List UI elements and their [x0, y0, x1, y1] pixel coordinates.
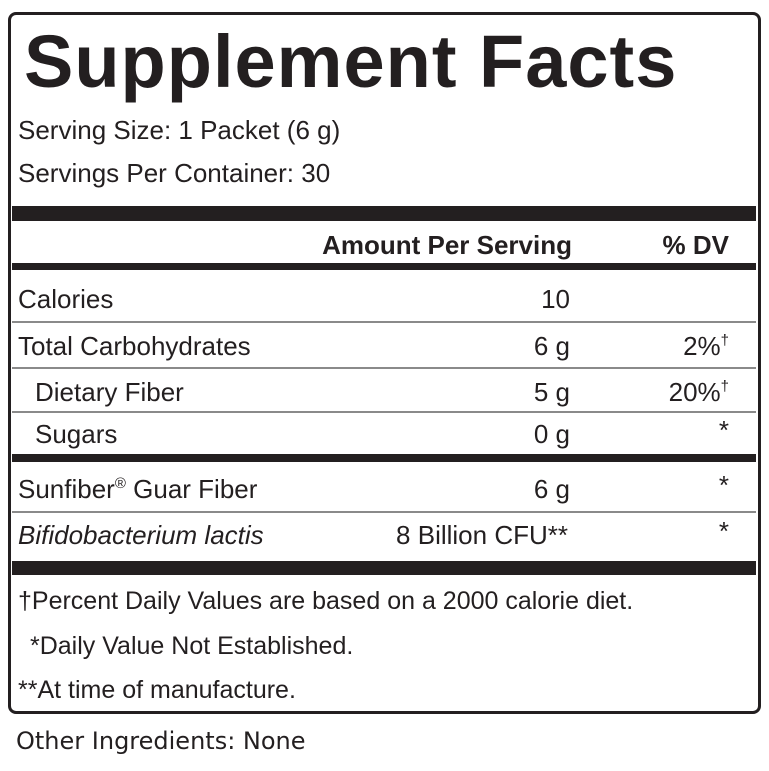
name-text: Sunfiber: [18, 474, 115, 504]
name-text: Guar Fiber: [125, 474, 258, 504]
nutrient-amount: 10: [541, 284, 570, 314]
thick-rule: [12, 206, 756, 221]
nutrient-amount: 0 g: [533, 419, 570, 449]
title: Supplement Facts: [24, 20, 678, 103]
nutrient-dv: 20%†: [669, 377, 729, 407]
name-mark: ®: [114, 475, 126, 492]
dv-value: 2%: [683, 331, 721, 361]
nutrient-name: Dietary Fiber: [35, 377, 184, 407]
nutrient-dv: *: [718, 470, 729, 500]
nutrient-name: Bifidobacterium lactis: [18, 520, 264, 550]
footnote: *Daily Value Not Established.: [30, 632, 354, 660]
footnote: **At time of manufacture.: [18, 676, 296, 704]
dv-mark: †: [720, 378, 729, 395]
nutrient-amount: 8 Billion CFU**: [396, 520, 568, 550]
row-rule: [12, 511, 756, 513]
amount-header: Amount Per Serving: [322, 230, 572, 260]
medium-rule: [12, 263, 756, 270]
medium-rule: [12, 454, 756, 462]
row-rule: [12, 367, 756, 369]
nutrient-name: Sugars: [35, 419, 118, 449]
nutrient-amount: 6 g: [533, 474, 570, 504]
nutrient-name: Total Carbohydrates: [18, 331, 251, 361]
nutrient-name: Sunfiber® Guar Fiber: [18, 474, 257, 504]
dv-value: 20%: [668, 377, 721, 407]
nutrient-dv: *: [718, 415, 729, 445]
dv-mark: †: [720, 332, 729, 349]
nutrient-name: Calories: [18, 284, 114, 314]
nutrient-dv: 2%†: [683, 331, 729, 361]
serving-size: Serving Size: 1 Packet (6 g): [18, 115, 341, 145]
label-border: [8, 12, 761, 714]
footnote: †Percent Daily Values are based on a 200…: [18, 587, 634, 615]
dv-header: % DV: [662, 230, 729, 260]
thick-rule: [12, 561, 756, 575]
row-rule: [12, 321, 756, 323]
nutrient-amount: 5 g: [533, 377, 570, 407]
nutrient-amount: 6 g: [533, 331, 570, 361]
row-rule: [12, 411, 756, 413]
other-ingredients: Other Ingredients: None: [16, 727, 306, 755]
servings-per-container: Servings Per Container: 30: [18, 158, 331, 188]
nutrient-dv: *: [718, 516, 729, 546]
